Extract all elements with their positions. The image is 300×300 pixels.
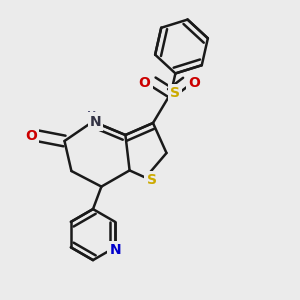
Text: S: S [169,86,180,100]
Text: O: O [139,76,151,90]
Text: H: H [87,111,96,121]
Text: N: N [109,243,121,257]
Text: S: S [146,173,157,187]
Text: O: O [188,76,200,90]
Text: O: O [25,129,37,142]
Text: N: N [90,115,101,128]
